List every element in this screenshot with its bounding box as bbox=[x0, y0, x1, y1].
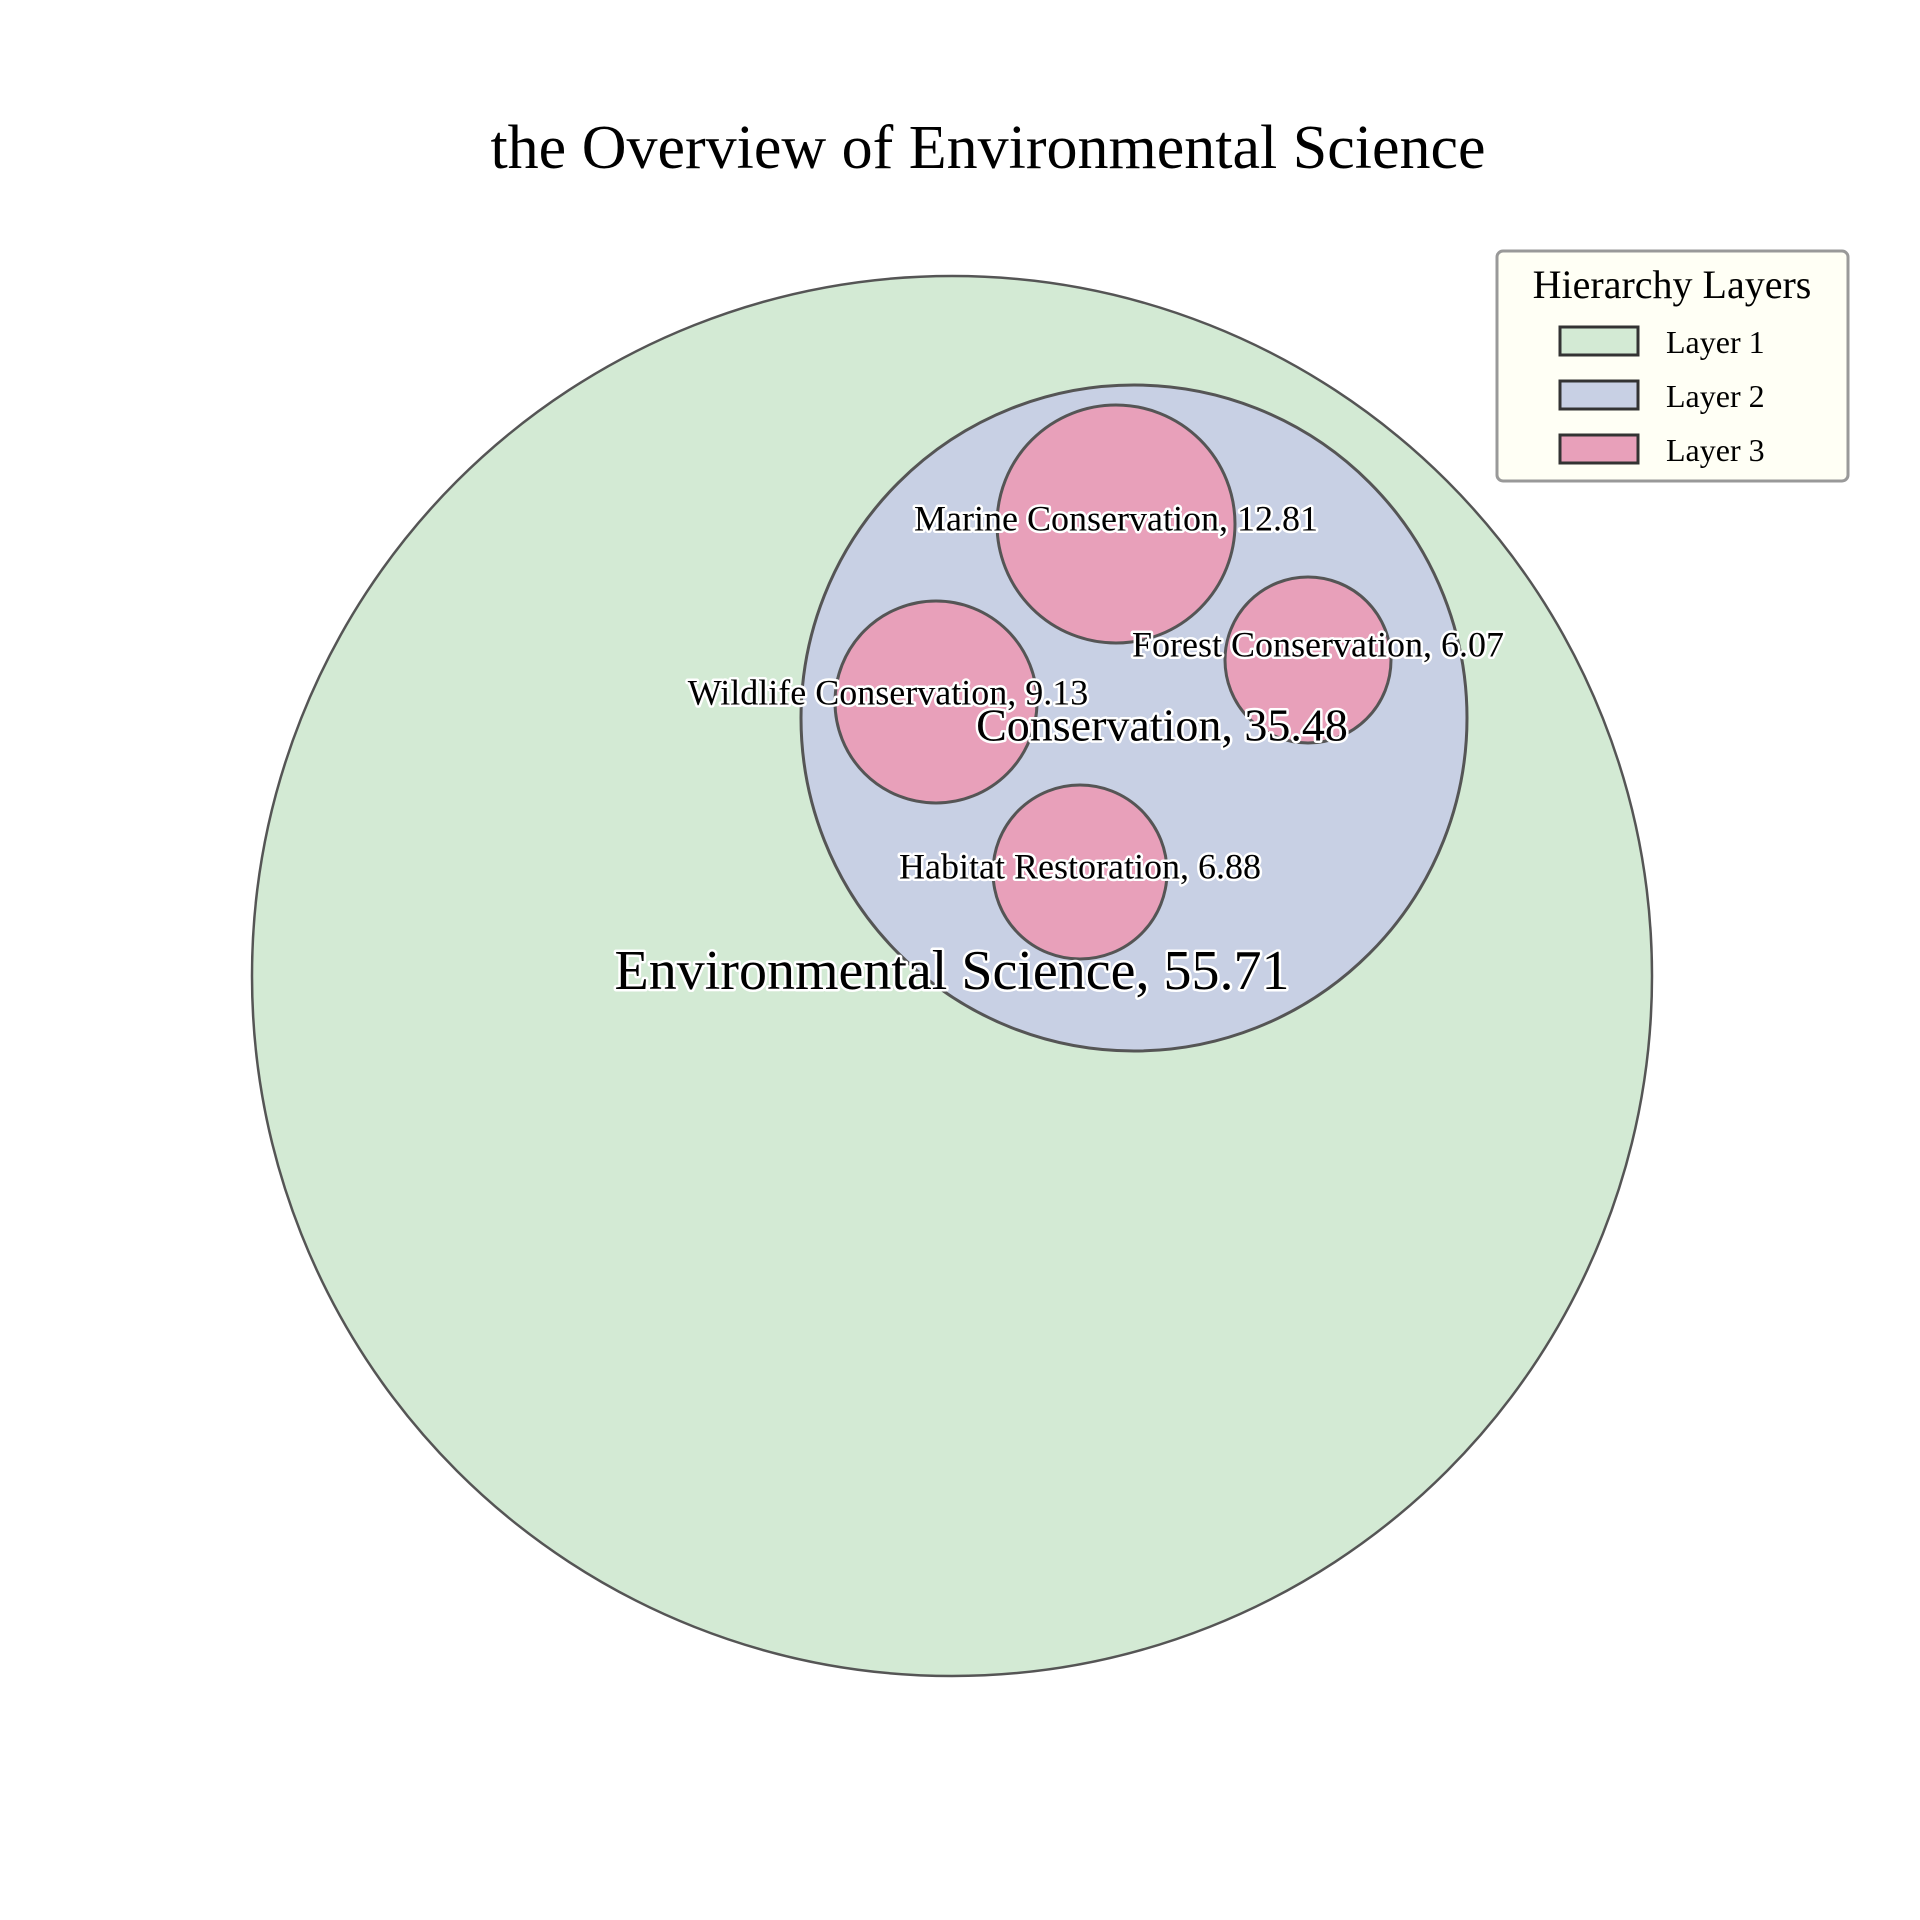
label-forest-conservation: Forest Conservation, 6.07 bbox=[1132, 624, 1504, 664]
circle-conservation bbox=[799, 383, 1469, 1053]
label-layer: Environmental Science, 55.71 Conservation… bbox=[612, 496, 1506, 1005]
legend: Hierarchy Layers Layer 1 Layer 2 Layer 3 bbox=[1495, 249, 1850, 483]
label-environmental-science: Environmental Science, 55.71 bbox=[615, 940, 1290, 1002]
legend-label-layer-1: Layer 1 bbox=[1666, 324, 1765, 360]
legend-title: Hierarchy Layers bbox=[1533, 262, 1812, 307]
circle-layer bbox=[250, 274, 1654, 1678]
legend-swatch-layer-1 bbox=[1558, 325, 1640, 357]
label-habitat-restoration: Habitat Restoration, 6.88 bbox=[899, 846, 1261, 886]
legend-box bbox=[1495, 249, 1850, 483]
legend-swatch-layer-3 bbox=[1558, 433, 1640, 465]
label-wildlife-conservation: Wildlife Conservation, 9.13 bbox=[688, 672, 1088, 712]
circle-wildlife-conservation bbox=[833, 599, 1039, 805]
legend-label-layer-3: Layer 3 bbox=[1666, 432, 1765, 468]
legend-label-layer-2: Layer 2 bbox=[1666, 378, 1765, 414]
chart-title: the Overview of Environmental Science bbox=[490, 114, 1485, 182]
legend-items: Layer 1 Layer 2 Layer 3 bbox=[1558, 324, 1765, 468]
circle-forest-conservation bbox=[1223, 575, 1393, 745]
label-conservation: Conservation, 35.48 bbox=[976, 700, 1348, 751]
circle-habitat-restoration bbox=[991, 783, 1169, 961]
circle-marine-conservation bbox=[995, 403, 1237, 645]
label-marine-conservation: Marine Conservation, 12.81 bbox=[914, 498, 1318, 538]
legend-swatch-layer-2 bbox=[1558, 379, 1640, 411]
